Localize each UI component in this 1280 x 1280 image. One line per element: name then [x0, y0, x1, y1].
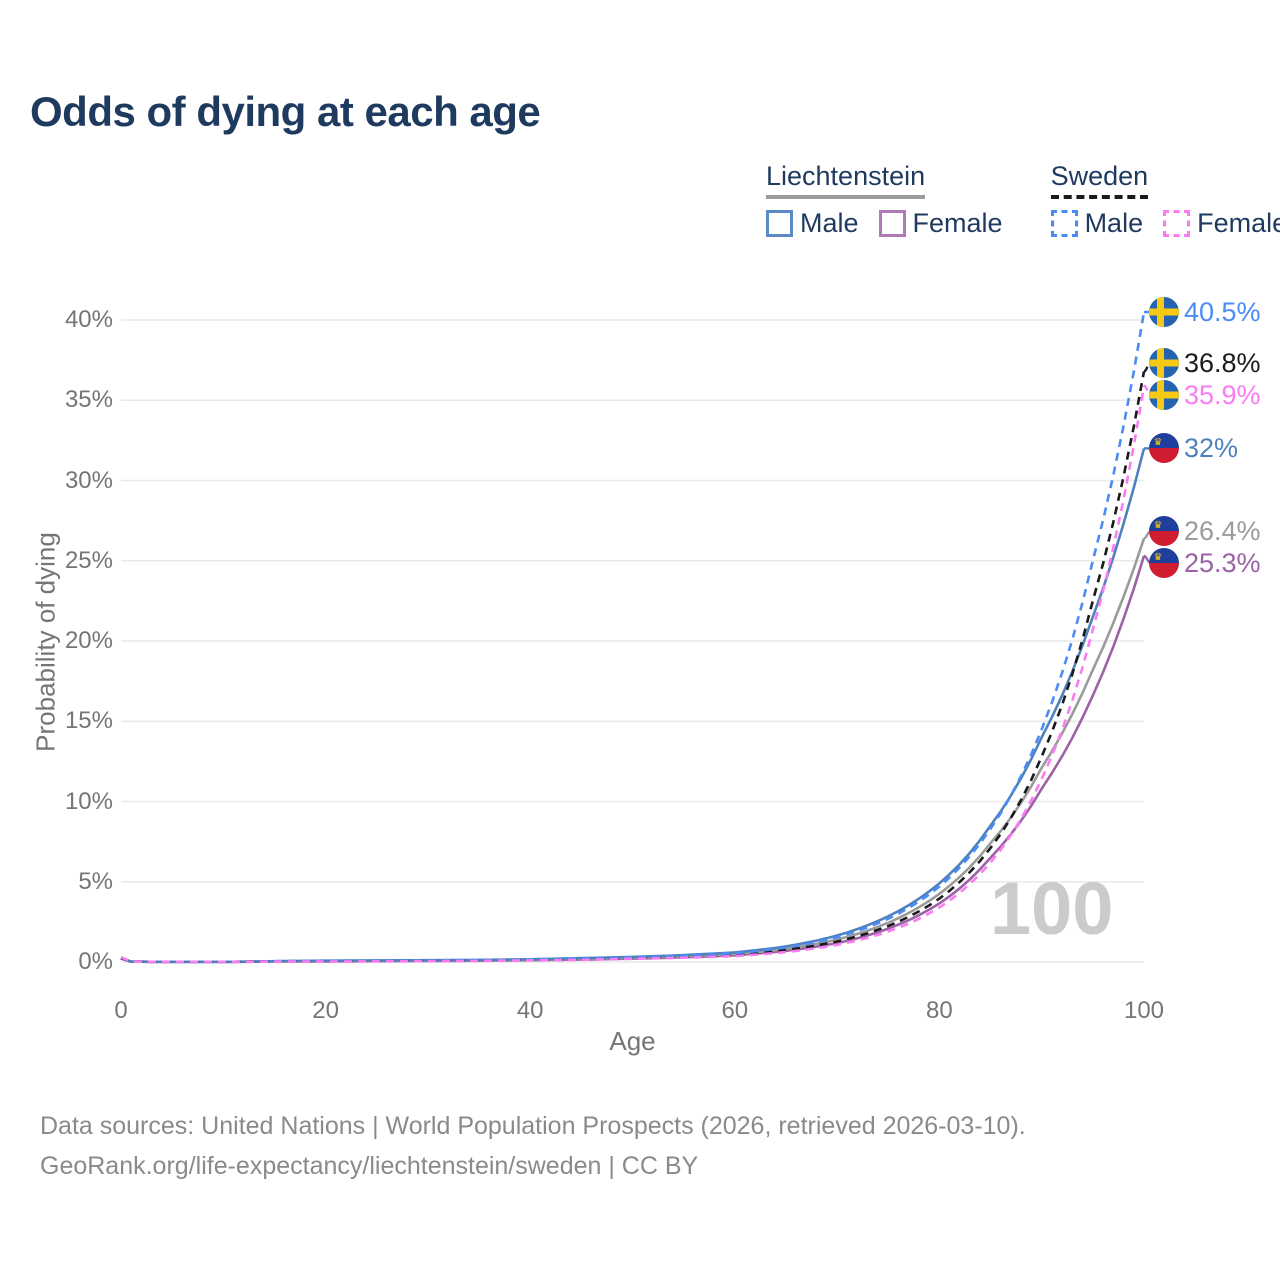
legend-group-sweden: Sweden Male Female — [1050, 161, 1280, 239]
y-tick-15%: 15% — [64, 707, 113, 735]
end-label-sweden-female: 35.9% — [1149, 379, 1261, 410]
sweden-flag-icon — [1149, 347, 1179, 378]
legend-country-sweden: Sweden — [1050, 161, 1149, 199]
legend-item-liechtenstein-female: Female — [878, 208, 1003, 239]
line-swatch-icon — [1050, 210, 1078, 237]
x-axis-title: Age — [609, 1026, 656, 1056]
attribution-line: GeoRank.org/life-expectancy/liechtenstei… — [40, 1152, 699, 1180]
series-lines — [120, 311, 1146, 964]
liechtenstein-flag-icon: ♛ — [1149, 433, 1179, 464]
end-label-value: 26.4% — [1184, 516, 1261, 547]
page-title: Odds of dying at each age — [30, 88, 541, 135]
svg-text:♛: ♛ — [1154, 437, 1163, 448]
line-swatch-icon — [1163, 210, 1191, 237]
y-tick-25%: 25% — [64, 546, 113, 574]
y-tick-30%: 30% — [64, 466, 113, 494]
legend-item-liechtenstein-male: Male — [766, 208, 859, 239]
series-line-sweden-male — [120, 311, 1146, 964]
watermark-age-100: 100 — [990, 867, 1114, 950]
legend-item-label: Female — [1197, 208, 1280, 238]
end-label-value: 32% — [1184, 433, 1239, 464]
x-tick-80: 80 — [926, 997, 953, 1024]
legend-item-label: Male — [1084, 208, 1144, 238]
end-label-liechtenstein-total: ♛ 26.4% — [1149, 516, 1261, 547]
y-tick-10%: 10% — [64, 787, 113, 815]
legend-item-sweden-female: Female — [1163, 208, 1280, 239]
legend-item-sweden-male: Male — [1050, 208, 1144, 239]
y-tick-35%: 35% — [64, 386, 113, 414]
svg-text:♛: ♛ — [1154, 520, 1163, 531]
line-swatch-icon — [766, 210, 793, 237]
footer: Data sources: United Nations | World Pop… — [40, 1106, 1026, 1186]
end-label-liechtenstein-female: ♛ 25.3% — [1149, 548, 1261, 579]
x-tick-60: 60 — [721, 997, 749, 1024]
x-tick-0: 0 — [114, 997, 128, 1024]
end-label-value: 35.9% — [1184, 379, 1261, 410]
end-label-value: 36.8% — [1184, 347, 1261, 378]
liechtenstein-flag-icon: ♛ — [1149, 516, 1179, 547]
x-tick-100: 100 — [1123, 997, 1165, 1024]
liechtenstein-flag-icon: ♛ — [1149, 548, 1179, 579]
svg-text:♛: ♛ — [1154, 552, 1163, 563]
end-label-value: 25.3% — [1184, 548, 1261, 579]
legend-item-label: Female — [912, 208, 1003, 238]
x-tick-20: 20 — [312, 997, 339, 1024]
legend-item-label: Male — [800, 208, 859, 238]
end-label-sweden-total: 36.8% — [1149, 347, 1261, 378]
legend: Liechtenstein Male Female Sweden Male Fe… — [766, 161, 1280, 239]
line-swatch-icon — [878, 210, 906, 237]
y-tick-0%: 0% — [78, 948, 113, 975]
series-line-sweden-female — [120, 385, 1146, 964]
end-label-value: 40.5% — [1184, 296, 1261, 327]
gridlines — [121, 319, 1144, 963]
y-tick-5%: 5% — [78, 867, 113, 895]
x-tick-40: 40 — [516, 997, 544, 1024]
end-label-sweden-male: 40.5% — [1149, 296, 1261, 327]
sweden-flag-icon — [1149, 296, 1179, 327]
end-label-liechtenstein-male: ♛ 32% — [1149, 433, 1239, 464]
y-tick-40%: 40% — [64, 306, 113, 333]
sweden-flag-icon — [1149, 379, 1179, 410]
data-sources-line: Data sources: United Nations | World Pop… — [40, 1112, 1026, 1140]
y-tick-20%: 20% — [64, 627, 113, 654]
legend-country-liechtenstein: Liechtenstein — [766, 161, 926, 199]
legend-group-liechtenstein: Liechtenstein Male Female — [766, 161, 1003, 239]
